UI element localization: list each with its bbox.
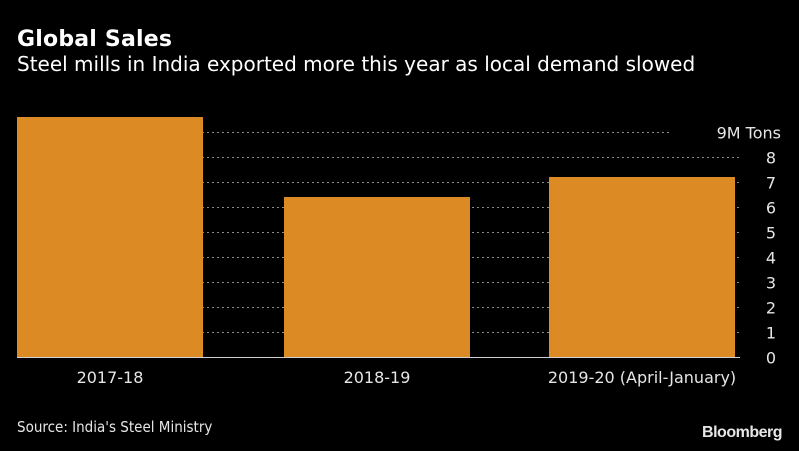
x-category-label: 2018-19 (344, 368, 411, 387)
x-category-label: 2017-18 (77, 368, 144, 387)
y-tick-label: 8 (766, 149, 776, 168)
x-axis-labels: 2017-18 2018-19 2019-20 (April-January) (77, 368, 737, 387)
y-tick-label: 3 (766, 274, 776, 293)
chart-title: Global Sales (17, 27, 173, 52)
y-tick-label: 7 (766, 174, 776, 193)
y-tick-label: 6 (766, 199, 776, 218)
bar-2017-18 (17, 117, 203, 357)
y-tick-label: 0 (766, 349, 776, 368)
bar-2018-19 (284, 197, 470, 357)
y-tick-label: 2 (766, 299, 776, 318)
y-axis-ticks: 0 1 2 3 4 5 6 7 8 9M Tons (717, 124, 781, 368)
y-tick-label: 1 (766, 324, 776, 343)
y-tick-label: 4 (766, 249, 776, 268)
source-note: Source: India's Steel Ministry (17, 418, 213, 436)
y-tick-label: 5 (766, 224, 776, 243)
y-tick-label: 9M Tons (717, 124, 781, 143)
bloomberg-logo: Bloomberg (702, 424, 782, 441)
bars (17, 117, 735, 357)
x-category-label: 2019-20 (April-January) (548, 368, 736, 387)
chart-subtitle: Steel mills in India exported more this … (17, 52, 696, 76)
bar-2019-20 (April-January) (549, 177, 735, 357)
